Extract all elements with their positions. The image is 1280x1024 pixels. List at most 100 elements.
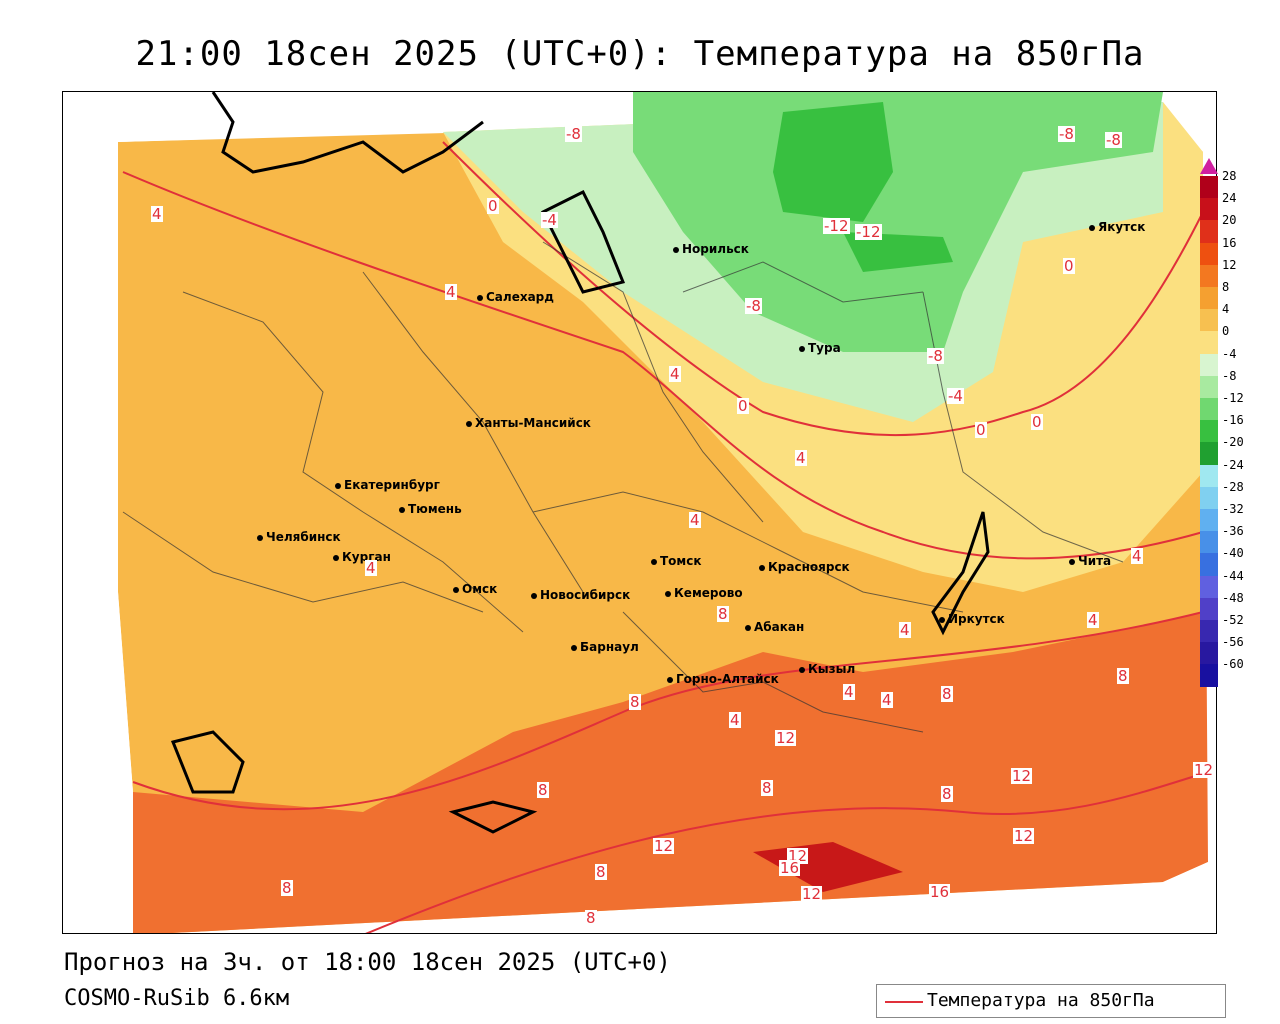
colorbar-tick-label: -36: [1222, 524, 1244, 539]
colorbar-tick-label: 12: [1222, 257, 1237, 272]
colorbar-tick-label: 4: [1222, 302, 1230, 317]
forecast-caption: Прогноз на 3ч. от 18:00 18сен 2025 (UTC+…: [64, 948, 671, 976]
colorbar-tick-label: -40: [1222, 546, 1244, 561]
city-marker: [939, 616, 945, 623]
colorbar-swatch: [1200, 420, 1218, 443]
colorbar-swatch: [1200, 575, 1218, 598]
colorbar-swatch: [1200, 553, 1218, 576]
city-marker: [673, 246, 679, 253]
contour-value-label: 4: [365, 559, 377, 577]
cold-zone-green: [633, 92, 1163, 352]
colorbar-swatch: [1200, 642, 1218, 665]
colorbar-tick-label: -24: [1222, 457, 1244, 472]
colorbar-tick-label: -12: [1222, 391, 1244, 405]
contour-value-label: 4: [669, 365, 681, 383]
colorbar-tick-label: -48: [1222, 590, 1244, 605]
colorbar-swatch: [1200, 264, 1218, 287]
contour-value-label: 4: [689, 511, 701, 529]
contour-value-label: 8: [941, 785, 953, 803]
contour-value-label: 4: [1131, 547, 1143, 565]
colorbar-swatch: [1200, 375, 1218, 398]
contour-value-label: 0: [975, 421, 987, 439]
city-kurgan[interactable]: Курган: [333, 550, 391, 564]
city-marker: [399, 506, 405, 513]
colorbar-tick-label: -28: [1222, 479, 1244, 494]
contour-value-label: 8: [537, 781, 549, 799]
city-abakan[interactable]: Абакан: [745, 620, 804, 634]
colorbar-swatch: [1200, 309, 1218, 332]
city-marker: [257, 534, 263, 541]
city-marker: [477, 294, 483, 301]
colorbar-swatch: [1200, 597, 1218, 620]
contour-value-label: 4: [1087, 611, 1099, 629]
city-marker: [665, 590, 671, 597]
colorbar-tick-label: -44: [1222, 568, 1244, 583]
colorbar-swatch: [1200, 353, 1218, 376]
map-area[interactable]: Норильск Якутск Салехард Тура Ханты-Манс…: [62, 91, 1217, 934]
city-marker: [571, 644, 577, 651]
city-tura[interactable]: Тура: [799, 341, 841, 355]
colorbar-swatch: [1200, 464, 1218, 487]
city-tomsk[interactable]: Томск: [651, 554, 702, 568]
colorbar-tick-label: 0: [1222, 324, 1230, 339]
city-tyumen[interactable]: Тюмень: [399, 502, 462, 516]
city-salekhard[interactable]: Салехард: [477, 290, 554, 304]
city-khanty-mansiysk[interactable]: Ханты-Мансийск: [466, 416, 591, 430]
contour-value-label: 8: [761, 779, 773, 797]
contour-value-label: 12: [1013, 827, 1035, 845]
colorbar-swatch: [1200, 198, 1218, 221]
city-ekaterinburg[interactable]: Екатеринбург: [335, 478, 440, 492]
colorbar-tick-label: -4: [1222, 346, 1237, 361]
temperature-map: [63, 92, 1216, 933]
colorbar-swatch: [1200, 220, 1218, 243]
city-marker: [799, 666, 805, 673]
contour-value-label: -4: [541, 211, 558, 229]
contour-value-label: 8: [585, 909, 597, 927]
cold-core: [773, 102, 893, 222]
city-marker: [453, 586, 459, 593]
colorbar-swatch: [1200, 331, 1218, 354]
city-barnaul[interactable]: Барнаул: [571, 640, 639, 654]
contour-value-label: -8: [1058, 125, 1075, 143]
city-krasnoyarsk[interactable]: Красноярск: [759, 560, 850, 574]
city-norilsk[interactable]: Норильск: [673, 242, 749, 256]
colorbar-tick-label: 8: [1222, 280, 1230, 294]
contour-value-label: -8: [565, 125, 582, 143]
contour-value-label: -8: [927, 347, 944, 365]
contour-value-label: 0: [487, 197, 499, 215]
line-legend: Температура на 850гПа: [876, 984, 1226, 1018]
contour-value-label: -8: [745, 297, 762, 315]
city-gorno-altaysk[interactable]: Горно-Алтайск: [667, 672, 779, 686]
city-yakutsk[interactable]: Якутск: [1089, 220, 1145, 234]
colorbar-tick-label: -20: [1222, 435, 1244, 450]
colorbar-swatch: [1200, 664, 1218, 687]
colorbar-swatch: [1200, 509, 1218, 532]
legend-line-swatch: [885, 1001, 923, 1003]
city-marker: [799, 345, 805, 352]
city-marker: [335, 482, 341, 489]
cold-core-2: [843, 232, 953, 272]
colorbar-tick-label: -8: [1222, 368, 1237, 383]
city-chita[interactable]: Чита: [1069, 554, 1111, 568]
colorbar-swatch: [1200, 531, 1218, 554]
city-marker: [759, 564, 765, 571]
contour-value-label: 12: [1193, 761, 1215, 779]
city-novosibirsk[interactable]: Новосибирск: [531, 588, 630, 602]
contour-value-label: 4: [843, 683, 855, 701]
city-kyzyl[interactable]: Кызыл: [799, 662, 855, 676]
city-chelyabinsk[interactable]: Челябинск: [257, 530, 341, 544]
city-omsk[interactable]: Омск: [453, 582, 497, 596]
contour-value-label: -12: [855, 223, 882, 241]
colorbar-tick-label: 16: [1222, 235, 1237, 250]
colorbar-tick-label: -32: [1222, 502, 1244, 516]
city-marker: [333, 554, 339, 561]
legend-line-label: Температура на 850гПа: [927, 990, 1155, 1011]
colorbar-swatch: [1200, 398, 1218, 421]
city-marker: [531, 592, 537, 599]
contour-value-label: 12: [1011, 767, 1033, 785]
colorbar-top-arrow-icon: [1200, 158, 1218, 174]
city-kemerovo[interactable]: Кемерово: [665, 586, 743, 600]
contour-value-label: 4: [881, 691, 893, 709]
colorbar-tick-label: 20: [1222, 213, 1237, 228]
city-irkutsk[interactable]: Иркутск: [939, 612, 1005, 626]
